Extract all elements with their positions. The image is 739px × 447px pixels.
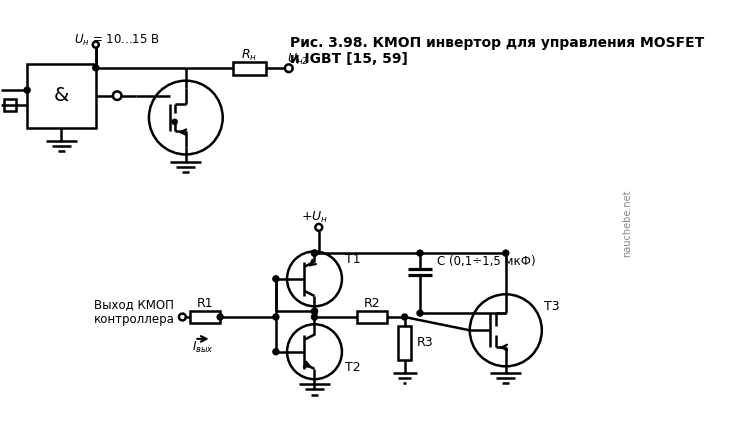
Text: Выход КМОП
контроллера: Выход КМОП контроллера bbox=[94, 298, 175, 326]
Text: R3: R3 bbox=[417, 336, 433, 349]
Bar bbox=[398, 325, 411, 360]
Text: nauchebe.net: nauchebe.net bbox=[622, 190, 632, 257]
Circle shape bbox=[93, 65, 99, 71]
Circle shape bbox=[312, 308, 318, 314]
Circle shape bbox=[312, 308, 318, 314]
Circle shape bbox=[273, 349, 279, 355]
Text: $U_н$ = 10...15 В: $U_н$ = 10...15 В bbox=[75, 33, 160, 48]
Circle shape bbox=[312, 250, 318, 256]
Bar bbox=[190, 311, 220, 324]
Text: T2: T2 bbox=[344, 361, 360, 374]
Circle shape bbox=[24, 87, 30, 93]
Circle shape bbox=[172, 119, 177, 124]
Bar bbox=[4, 99, 16, 111]
Text: $+U_н$: $+U_н$ bbox=[301, 210, 328, 224]
Circle shape bbox=[312, 250, 318, 256]
Text: &: & bbox=[54, 86, 69, 105]
Bar bbox=[27, 63, 96, 128]
Text: $R_н$: $R_н$ bbox=[241, 48, 257, 63]
Circle shape bbox=[401, 314, 408, 320]
Circle shape bbox=[417, 250, 423, 256]
Circle shape bbox=[273, 276, 279, 282]
Text: C (0,1÷1,5 мкФ): C (0,1÷1,5 мкФ) bbox=[437, 255, 536, 268]
Text: $U_{н2}$: $U_{н2}$ bbox=[287, 52, 308, 67]
Bar bbox=[233, 62, 265, 75]
Text: R1: R1 bbox=[197, 297, 214, 310]
Bar bbox=[358, 311, 387, 324]
Circle shape bbox=[503, 250, 508, 256]
Circle shape bbox=[417, 310, 423, 316]
Text: $I_{вых}$: $I_{вых}$ bbox=[192, 340, 214, 355]
Text: T1: T1 bbox=[344, 253, 360, 266]
Circle shape bbox=[273, 314, 279, 320]
Text: T3: T3 bbox=[544, 300, 559, 313]
Text: Рис. 3.98. КМОП инвертор для управления MOSFET
и IGBT [15, 59]: Рис. 3.98. КМОП инвертор для управления … bbox=[290, 36, 704, 66]
Circle shape bbox=[217, 314, 223, 320]
Circle shape bbox=[312, 314, 318, 320]
Text: R2: R2 bbox=[364, 297, 381, 310]
